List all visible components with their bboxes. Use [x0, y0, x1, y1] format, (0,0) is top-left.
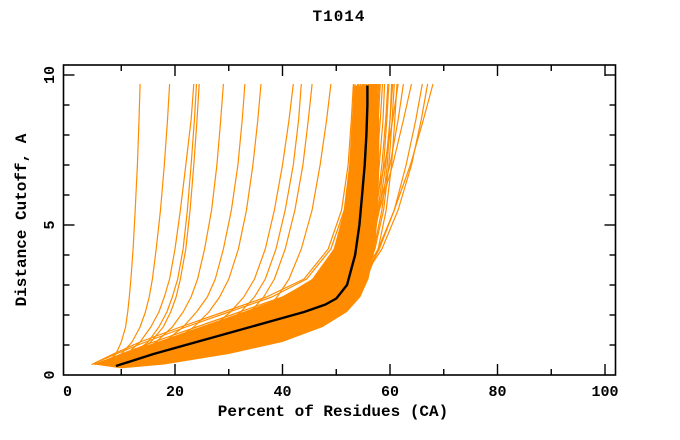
x-tick-label: 20 [166, 384, 184, 401]
model-curve [121, 83, 413, 366]
model-curve [115, 83, 200, 366]
model-curve [99, 83, 363, 366]
y-axis-label: Distance Cutoff, A [13, 133, 31, 307]
model-curve [137, 83, 390, 366]
model-curve [107, 83, 171, 365]
x-tick-label: 60 [381, 384, 399, 401]
model-curve [129, 83, 384, 366]
x-tick-label: 80 [488, 384, 506, 401]
model-curve [118, 83, 246, 366]
reference-curve [115, 85, 369, 368]
model-curve-thick [361, 88, 374, 280]
x-axis-label: Percent of Residues (CA) [217, 403, 449, 421]
model-curve-thick [349, 88, 366, 292]
model-curve [115, 83, 404, 366]
x-tick-label: 0 [63, 384, 72, 401]
model-curve [121, 83, 262, 366]
model-curve [153, 83, 398, 366]
y-tick-label: 0 [42, 370, 59, 379]
x-tick-label: 40 [273, 384, 291, 401]
plot-border [62, 64, 617, 376]
model-curve [112, 83, 198, 366]
model-curve [126, 83, 294, 366]
y-tick-label: 10 [42, 66, 59, 84]
model-curve [104, 83, 141, 365]
model-curve [91, 83, 354, 366]
chart-title: T1014 [312, 8, 366, 26]
x-tick-label: 100 [591, 384, 618, 401]
model-curve [110, 83, 195, 366]
model-curve [148, 83, 395, 366]
model-curve [123, 83, 380, 366]
model-curve [91, 83, 356, 366]
model-curve [96, 83, 361, 366]
y-tick-label: 5 [42, 220, 59, 229]
model-curve [115, 83, 224, 366]
